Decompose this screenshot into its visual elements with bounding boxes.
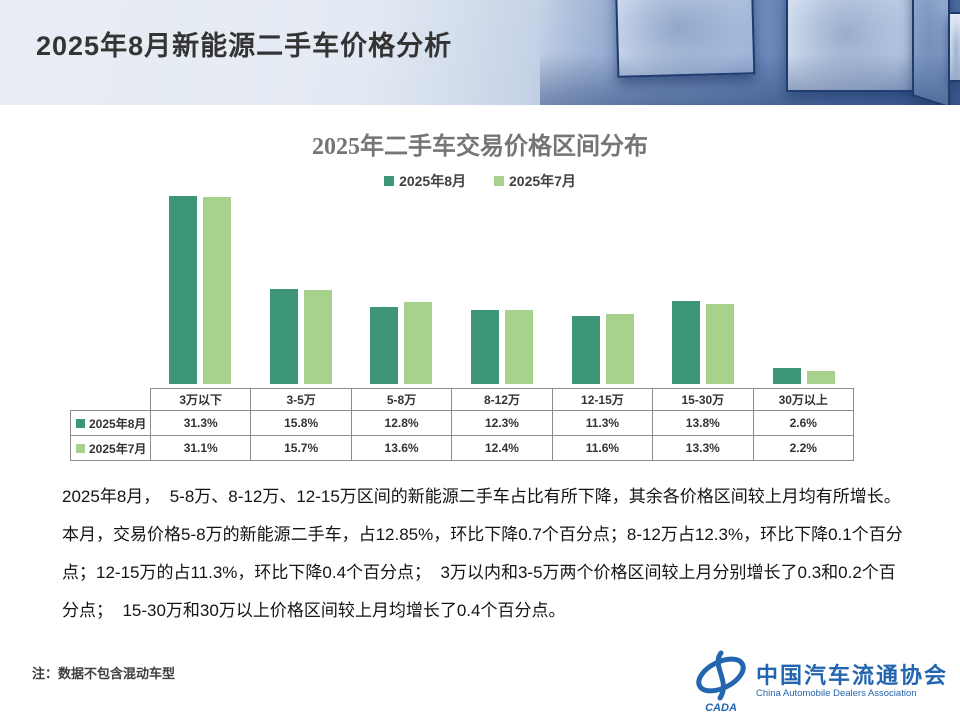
table-value-cell: 2.6% [752,410,855,436]
table-header-row: 3万以下 3-5万 5-8万 8-12万 12-15万 15-30万 30万以上 [71,388,855,411]
row-marker-icon [76,443,85,453]
analysis-text: 2025年8月， 5-8万、8-12万、12-15万区间的新能源二手车占比有所下… [62,478,908,630]
bar-group [552,190,653,384]
bar [772,368,801,384]
table-column-header: 15-30万 [652,388,754,411]
table-value-cell: 15.7% [250,435,352,461]
table-column-header: 8-12万 [451,388,553,411]
table-value-cell: 12.4% [451,435,553,461]
table-row-label-cell: 2025年7月 [70,435,151,461]
table-value-cell: 15.8% [250,410,352,436]
table-value-cell: 11.3% [551,410,654,436]
table-value-cell: 11.6% [551,435,654,461]
table-value-cell: 13.6% [350,435,453,461]
cada-logo: CADA 中国汽车流通协会 China Automobile Dealers A… [694,650,948,714]
bar [505,310,534,384]
table-row-label: 2025年7月 [71,440,150,457]
footnote: 注：数据不包含混动车型 [32,666,176,681]
row-label-text: 2025年7月 [89,441,147,456]
cube-graphic-1 [614,0,756,78]
cube-graphic-2 [786,0,918,92]
bar [404,302,433,384]
table-value-cell: 13.8% [652,410,754,436]
legend-swatch-icon [494,176,504,186]
table-column-header: 3-5万 [250,388,352,411]
table-value-cell: 12.3% [451,410,553,436]
bar [605,314,634,384]
bar-group [653,190,754,384]
table-row-label-cell: 2025年8月 [70,410,151,436]
header-banner: 2025年8月新能源二手车价格分析 [0,0,960,105]
row-marker-icon [76,418,85,428]
chart-title: 2025年二手车交易价格区间分布 [312,134,648,160]
table-corner-cell [71,389,151,411]
bar-group [251,190,352,384]
cada-logo-icon: CADA [696,650,746,714]
bar [672,301,701,384]
table-row: 2025年8月 31.3% 15.8% 12.8% 12.3% 11.3% 13.8% 2.6… [70,410,855,436]
data-table: 3万以下 3-5万 5-8万 8-12万 12-15万 15-30万 30万以上 2025年8… [70,388,855,461]
bar [269,289,298,384]
logo-name-en: China Automobile Dealers Association [755,688,917,699]
legend-item: 2025年7月 [494,171,576,191]
cube-graphic-3 [948,12,960,82]
page-title: 2025年8月新能源二手车价格分析 [36,31,453,61]
table-value-cell: 31.3% [149,410,252,436]
header-graphic [540,0,960,105]
bar-chart-plot [150,190,854,384]
bar [303,290,332,384]
row-label-text: 2025年8月 [89,416,147,431]
bar [203,197,232,384]
logo-text-block: 中国汽车流通协会 China Automobile Dealers Associ… [756,664,948,700]
table-row: 2025年7月 31.1% 15.7% 13.6% 12.4% 11.6% 13.3% 2.2… [70,435,855,461]
table-column-header: 3万以下 [149,388,252,411]
bar [370,307,399,384]
table-column-header: 30万以上 [752,388,855,411]
table-column-header: 5-8万 [350,388,453,411]
bar-group [452,190,553,384]
cada-abbr-text: CADA [705,702,737,714]
table-value-cell: 31.1% [149,435,252,461]
bar-group [351,190,452,384]
bar [169,196,198,384]
bar [571,316,600,384]
table-value-cell: 2.2% [752,435,855,461]
analysis-paragraph-2: 本月，交易价格5-8万的新能源二手车，占12.85%，环比下降0.7个百分点；8… [62,525,903,620]
logo-name-cn: 中国汽车流通协会 [755,663,948,688]
analysis-paragraph-1: 2025年8月， 5-8万、8-12万、12-15万区间的新能源二手车占比有所下… [62,487,901,506]
bar [471,310,500,384]
legend-label: 2025年7月 [509,173,576,189]
bar [706,304,735,384]
table-value-cell: 12.8% [350,410,453,436]
cube-graphic-2-side [912,0,950,105]
legend-label: 2025年8月 [399,173,466,189]
bar-group [150,190,251,384]
table-column-header: 12-15万 [551,388,654,411]
legend-item: 2025年8月 [384,171,466,191]
legend-swatch-icon [384,176,395,186]
table-value-cell: 13.3% [652,435,754,461]
table-row-label: 2025年8月 [71,415,150,432]
chart-legend: 2025年8月 2025年7月 [0,171,960,191]
bar-group [753,190,854,384]
bar [806,371,835,384]
